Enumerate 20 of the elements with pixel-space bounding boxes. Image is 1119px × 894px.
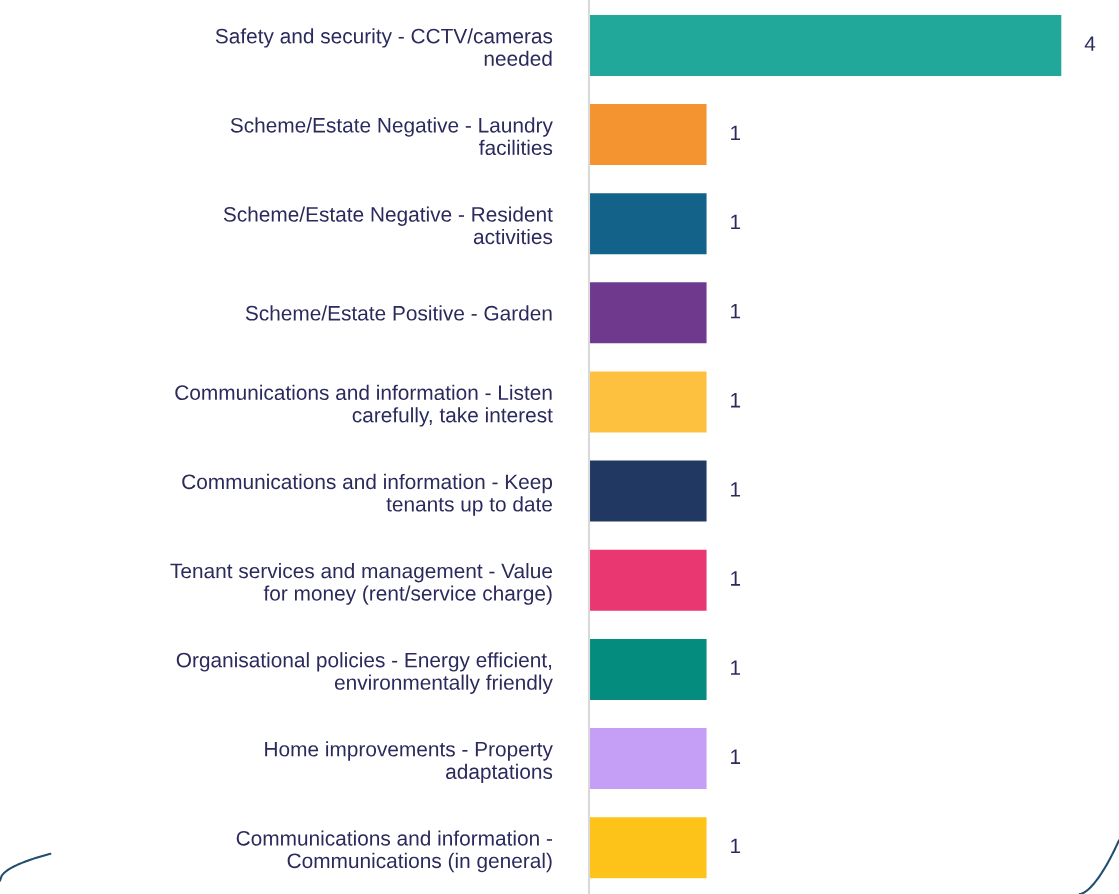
y-tick-label: Organisational policies - Energy efficient, environmentally friendly <box>176 652 553 694</box>
data-label: 1 <box>731 838 741 854</box>
data-label: 1 <box>731 303 741 319</box>
y-tick-label: Scheme/Estate Positive - Garden <box>245 305 552 321</box>
data-label: 4 <box>1084 36 1096 51</box>
data-label: 1 <box>731 482 741 497</box>
y-tick-label: Home improvements - Property adaptations <box>265 741 553 784</box>
y-tick-label: Tenant services and management - Value for money (rent/service charge) <box>170 562 552 605</box>
y-tick-label: Communications and information - Keep tenants up to date <box>182 473 553 516</box>
data-label: 1 <box>731 214 741 230</box>
data-label: 1 <box>731 660 741 675</box>
data-label: 1 <box>731 125 741 140</box>
y-tick-label: Safety and security - CCTV/cameras needed <box>215 28 553 66</box>
y-tick-label: Communications and information - Listen carefully, take interest <box>175 384 553 427</box>
data-label: 1 <box>731 393 741 408</box>
data-label: 1 <box>731 749 741 764</box>
y-tick-label: Communications and information - Communications (in general) <box>236 830 552 873</box>
y-tick-label: Scheme/Estate Negative - Laundry facilities <box>230 117 553 156</box>
y-tick-label: Scheme/Estate Negative - Resident activities <box>223 206 553 245</box>
data-label: 1 <box>731 571 741 586</box>
